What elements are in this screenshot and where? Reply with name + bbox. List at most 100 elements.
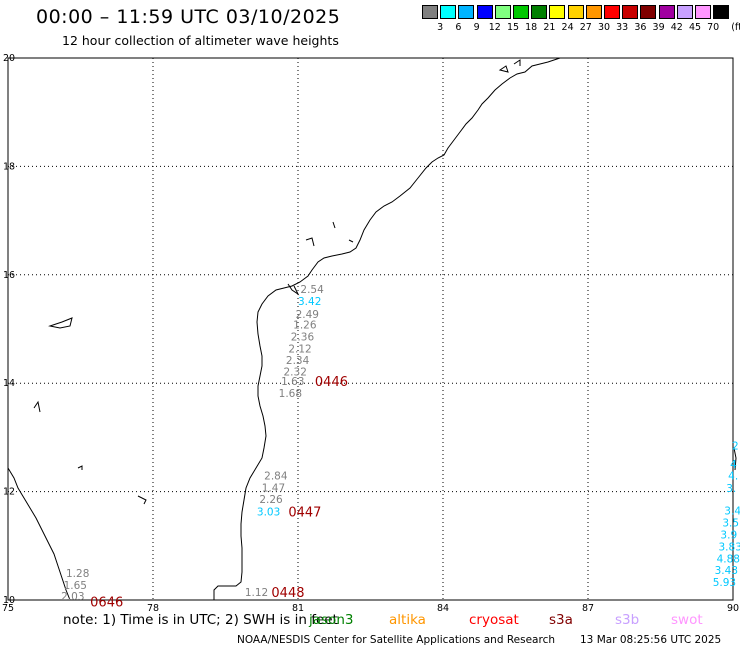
legend-swatch: [458, 5, 475, 19]
legend-label: 12: [488, 22, 501, 33]
wave-height-value: 1.68: [279, 388, 302, 400]
legend-swatch: [422, 5, 438, 19]
legend-swatch: [658, 5, 675, 19]
legend-swatch: [440, 5, 457, 19]
wave-height-value: 2.54: [300, 284, 324, 296]
wave-height-value: 2.36: [291, 332, 315, 344]
legend-label: 70: [707, 22, 720, 33]
wave-height-value: 1.26: [293, 320, 317, 332]
wave-height-value: 3.9: [720, 529, 737, 541]
wave-height-value: 3.4: [724, 506, 740, 518]
lat-tick-label: 10: [3, 595, 15, 606]
wave-height-value: 1.63: [281, 376, 304, 388]
legend-label: 9: [473, 22, 480, 33]
map-subtitle: 12 hour collection of altimeter wave hei…: [62, 33, 339, 48]
lon-tick-label: 90: [727, 603, 739, 614]
wave-height-value: 1.12: [245, 587, 268, 599]
coast-islet-2: [332, 221, 336, 229]
credit-line: NOAA/NESDIS Center for Satellite Applica…: [237, 634, 555, 646]
legend-swatch: [476, 5, 493, 19]
wave-height-value: 5.93: [713, 577, 736, 589]
wave-height-value: 1.47: [262, 482, 285, 494]
legend-label: 36: [634, 22, 647, 33]
west-coast-india: [7, 467, 71, 601]
krishna-delta: [287, 283, 300, 296]
legend-swatch: [494, 5, 511, 19]
minor-island: [77, 465, 83, 470]
note-text: note: 1) Time is in UTC; 2) SWH is in fe…: [63, 612, 338, 628]
andaman-island: [733, 447, 737, 471]
wave-height-value: 2.03: [61, 591, 84, 603]
coast-islet: [305, 237, 315, 247]
wave-height-value: 3.43: [715, 565, 738, 577]
wave-height-observations: 2.543.422.491.262.362.122.342.321.631.68…: [61, 284, 740, 603]
wave-height-value: 2.84: [264, 470, 288, 482]
lat-tick-label: 18: [3, 161, 15, 172]
coast-islet-3: [348, 239, 354, 243]
legend-label: 18: [525, 22, 538, 33]
ganges-islet-2: [513, 59, 521, 66]
legend-unit: (ft): [731, 22, 740, 33]
legend-swatch: [549, 5, 566, 19]
ganges-islet: [498, 65, 509, 73]
lon-tick-label: 81: [292, 603, 304, 614]
wave-height-value: 4.88: [717, 553, 740, 565]
lon-tick-label: 87: [582, 603, 594, 614]
legend-label: 30: [597, 22, 611, 33]
legend-label: 33: [616, 22, 629, 33]
coastline: [7, 57, 737, 601]
wave-height-value: 2.34: [286, 355, 310, 367]
wave-height-value: 2.49: [296, 309, 319, 321]
pass-id-label: 0446: [315, 375, 348, 390]
wave-height-value: 4: [730, 459, 737, 471]
satellite-name: s3b: [615, 612, 640, 628]
satellite-name: s3a: [549, 612, 573, 628]
east-coast-india: [213, 57, 561, 600]
wave-height-value: 2.12: [288, 344, 311, 356]
legend-label: 39: [652, 22, 665, 33]
legend-label: 3: [437, 22, 444, 33]
legend-label: 15: [506, 22, 520, 33]
wave-height-value: 3.03: [257, 507, 280, 519]
lon-tick-label: 84: [437, 603, 449, 614]
lat-tick-label: 12: [3, 487, 15, 498]
lat-tick-label: 14: [3, 378, 15, 389]
satellite-name: cryosat: [469, 612, 519, 628]
credit-timestamp: 13 Mar 08:25:56 UTC 2025: [580, 634, 722, 646]
sri-lanka-island-small: [48, 317, 73, 329]
satellite-name: altika: [389, 612, 426, 628]
lon-tick-label: 75: [2, 603, 14, 614]
legend-label: 27: [579, 22, 592, 33]
legend-swatch: [585, 5, 602, 19]
legend-swatch: [604, 5, 620, 19]
legend-label: 24: [561, 22, 574, 33]
wave-height-value: 1.28: [66, 568, 89, 580]
lat-tick-label: 16: [3, 270, 15, 281]
wave-height-value: 2.26: [259, 494, 283, 506]
laccadive-island: [33, 400, 41, 413]
legend-swatch: [695, 5, 711, 19]
legend-swatch: [640, 5, 657, 19]
wave-height-value: 1.65: [64, 580, 87, 592]
legend-swatch: [531, 5, 548, 19]
map-frame: [7, 57, 734, 601]
satellite-name: jason3: [309, 612, 354, 628]
satellite-pass-ids: 0446 0447 0448 0646: [90, 375, 348, 611]
wave-height-value: 3.5: [722, 517, 739, 529]
wave-height-value: 3.: [726, 483, 736, 495]
legend-swatch: [567, 5, 584, 19]
wave-height-value: 2: [732, 441, 739, 453]
lat-lon-grid: 75 78 81 84 87 90 20 18 16 14 12 10: [2, 53, 739, 614]
pass-id-label: 0448: [271, 586, 304, 601]
satellite-name: swot: [671, 612, 703, 628]
wave-height-value: 3.83: [719, 541, 740, 553]
legend-label: 45: [688, 22, 702, 33]
pass-id-label: 0447: [288, 506, 321, 521]
legend-label: 42: [670, 22, 683, 33]
map-title: 00:00 – 11:59 UTC 03/10/2025: [36, 6, 341, 28]
delta-islet: [137, 495, 147, 505]
legend-swatch: [622, 5, 639, 19]
pass-id-label: 0646: [90, 596, 123, 611]
wave-height-value: 3.42: [298, 296, 321, 308]
